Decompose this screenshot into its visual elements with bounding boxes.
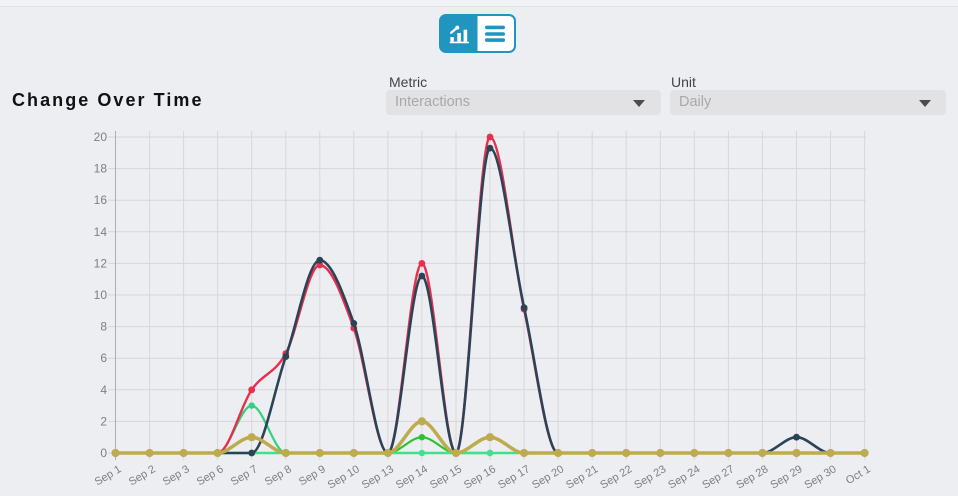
svg-text:6: 6 (100, 351, 107, 365)
svg-text:Sep 16: Sep 16 (462, 463, 498, 491)
svg-text:Sep 6: Sep 6 (195, 463, 226, 488)
svg-text:Sep 3: Sep 3 (161, 463, 192, 488)
svg-text:Sep 22: Sep 22 (598, 463, 634, 491)
svg-text:12: 12 (94, 256, 108, 270)
svg-text:Sep 10: Sep 10 (326, 463, 362, 491)
svg-text:Sep 13: Sep 13 (360, 463, 396, 491)
svg-text:Sep 30: Sep 30 (802, 463, 838, 491)
svg-text:10: 10 (94, 288, 108, 302)
svg-text:Sep 20: Sep 20 (530, 463, 566, 491)
svg-text:Sep 14: Sep 14 (394, 463, 430, 491)
svg-text:Sep 2: Sep 2 (127, 463, 158, 488)
svg-text:Sep 27: Sep 27 (700, 463, 736, 491)
svg-text:Sep 15: Sep 15 (428, 463, 464, 491)
svg-text:Sep 17: Sep 17 (496, 463, 532, 491)
svg-text:8: 8 (100, 320, 107, 334)
svg-text:20: 20 (94, 130, 108, 144)
svg-text:Sep 28: Sep 28 (734, 463, 770, 491)
svg-text:Sep 1: Sep 1 (93, 463, 124, 488)
svg-text:18: 18 (94, 162, 108, 176)
svg-text:14: 14 (94, 225, 108, 239)
svg-text:16: 16 (94, 193, 108, 207)
svg-text:Sep 29: Sep 29 (768, 463, 804, 491)
svg-text:4: 4 (100, 383, 107, 397)
svg-text:Sep 9: Sep 9 (297, 463, 328, 488)
svg-text:Oct 1: Oct 1 (844, 463, 873, 487)
svg-text:Sep 24: Sep 24 (666, 463, 702, 491)
svg-text:Sep 7: Sep 7 (229, 463, 260, 488)
svg-text:Sep 23: Sep 23 (632, 463, 668, 491)
svg-text:2: 2 (100, 414, 107, 428)
svg-text:Sep 21: Sep 21 (564, 463, 600, 491)
svg-text:0: 0 (100, 446, 107, 460)
svg-text:Sep 8: Sep 8 (263, 463, 294, 488)
